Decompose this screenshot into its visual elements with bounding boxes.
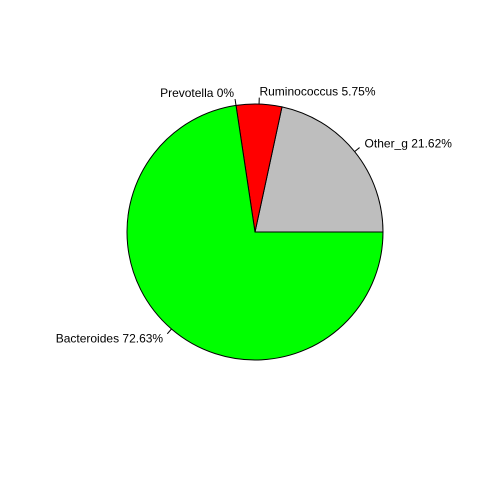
slice-label-ruminococcus: Ruminococcus 5.75% xyxy=(259,84,375,98)
slice-label-prevotella: Prevotella 0% xyxy=(160,86,234,100)
pie-slice-other-g xyxy=(254,106,384,233)
label-tick-prevotella xyxy=(234,99,237,106)
slice-label-ticks xyxy=(166,97,360,335)
slice-labels: Other_g 21.62% Ruminococcus 5.75% Prevotel… xyxy=(56,84,453,345)
slice-label-bacteroides: Bacteroides 72.63% xyxy=(56,332,164,346)
slice-label-other-g: Other_g 21.62% xyxy=(365,137,453,151)
label-tick-other-g xyxy=(354,147,360,152)
label-tick-bacteroides xyxy=(166,328,172,335)
pie-slices xyxy=(126,103,384,361)
